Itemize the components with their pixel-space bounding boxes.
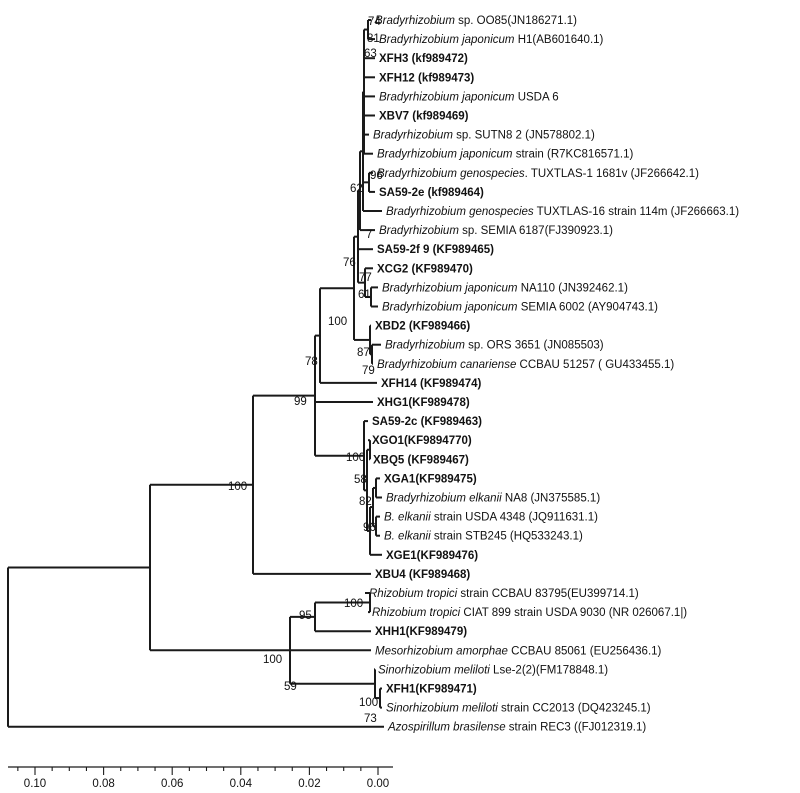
scale-tick-label: 0.00 (367, 778, 389, 790)
leaf-label: XBU4 (KF989468) (375, 569, 470, 581)
leaf-label: Mesorhizobium amorphae CCBAU 85061 (EU25… (375, 645, 662, 657)
scale-tick-label: 0.02 (298, 778, 320, 790)
leaf-label: XCG2 (KF989470) (377, 263, 473, 275)
leaf-label: XHH1(KF989479) (375, 626, 467, 638)
leaf-label: Rhizobium tropici CIAT 899 strain USDA 9… (372, 607, 687, 619)
bootstrap-value: 100 (359, 697, 378, 709)
bootstrap-value: 61 (358, 289, 371, 301)
leaf-label: XGE1(KF989476) (386, 550, 478, 562)
leaf-label: XBD2 (KF989466) (375, 321, 470, 333)
bootstrap-value: 100 (328, 316, 347, 328)
scale-tick-label: 0.06 (161, 778, 183, 790)
leaf-label: Bradyrhizobium japonicum NA110 (JN392462… (382, 282, 628, 294)
bootstrap-value: 63 (364, 48, 377, 60)
leaf-label: XBQ5 (KF989467) (373, 454, 469, 466)
bootstrap-value: 58 (354, 474, 367, 486)
leaf-label: Sinorhizobium meliloti strain CC2013 (DQ… (386, 703, 651, 715)
tree-branches (7, 19, 384, 728)
leaf-label: Bradyrhizobium genospecies TUXTLAS-16 st… (386, 206, 739, 218)
leaf-label: SA59-2e (kf989464) (379, 187, 484, 199)
bootstrap-value: 82 (359, 496, 372, 508)
distance-scale-axis: 0.10 0.08 0.06 0.04 0.02 0.00 (8, 766, 393, 790)
leaf-label: Bradyrhizobium genospecies. TUXTLAS-1 16… (377, 168, 699, 180)
bootstrap-value: 77 (359, 272, 372, 284)
leaf-label: Azospirillum brasilense strain REC3 ((FJ… (387, 722, 646, 734)
bootstrap-value: 100 (228, 481, 247, 493)
leaf-label: XHG1(KF989478) (377, 397, 470, 409)
leaf-label: XFH14 (KF989474) (381, 378, 482, 390)
leaf-label: SA59-2f 9 (KF989465) (377, 244, 494, 256)
bootstrap-value: 99 (294, 396, 307, 408)
leaf-label: Bradyrhizobium japonicum H1(AB601640.1) (379, 34, 604, 46)
leaf-label: Bradyrhizobium sp. SUTN8 2 (JN578802.1) (373, 130, 595, 142)
scale-tick-label: 0.08 (92, 778, 114, 790)
bootstrap-value: 74 (368, 16, 381, 28)
leaf-label: B. elkanii strain STB245 (HQ533243.1) (384, 531, 583, 543)
leaf-label: SA59-2c (KF989463) (372, 416, 482, 428)
leaf-label: XFH1(KF989471) (386, 684, 477, 696)
leaf-labels: Bradyrhizobium sp. OO85(JN186271.1) Brady… (369, 15, 739, 734)
leaf-label: XFH3 (kf989472) (379, 53, 468, 65)
bootstrap-value: 100 (344, 598, 363, 610)
leaf-label: XFH12 (kf989473) (379, 72, 474, 84)
bootstrap-value: 87 (357, 347, 370, 359)
leaf-label: Bradyrhizobium japonicum strain (R7KC816… (377, 149, 633, 161)
bootstrap-value: 78 (305, 356, 318, 368)
bootstrap-value: 95 (299, 610, 312, 622)
bootstrap-value: 100 (346, 452, 365, 464)
scale-tick-label: 0.04 (230, 778, 253, 790)
bootstrap-value: 79 (362, 365, 375, 377)
bootstrap-value: 73 (364, 713, 377, 725)
leaf-label: XGA1(KF989475) (384, 473, 477, 485)
bootstrap-value: 62 (350, 183, 363, 195)
leaf-label: Bradyrhizobium canariense CCBAU 51257 ( … (377, 359, 674, 371)
leaf-label: Rhizobium tropici strain CCBAU 83795(EU3… (369, 588, 639, 600)
bootstrap-value: 100 (263, 654, 282, 666)
bootstrap-value: 7 (366, 229, 372, 241)
bootstrap-value: 59 (284, 681, 297, 693)
leaf-label: Bradyrhizobium sp. SEMIA 6187(FJ390923.1… (379, 225, 613, 237)
bootstrap-value: 96 (363, 522, 376, 534)
bootstrap-value: 96 (370, 170, 383, 182)
leaf-label: Bradyrhizobium sp. ORS 3651 (JN085503) (385, 340, 604, 352)
leaf-label: Bradyrhizobium sp. OO85(JN186271.1) (375, 15, 577, 27)
leaf-label: Bradyrhizobium japonicum USDA 6 (379, 91, 559, 103)
leaf-label: Bradyrhizobium japonicum SEMIA 6002 (AY9… (382, 302, 658, 314)
leaf-label: B. elkanii strain USDA 4348 (JQ911631.1) (384, 512, 598, 524)
leaf-label: Bradyrhizobium elkanii NA8 (JN375585.1) (386, 493, 600, 505)
leaf-label: XBV7 (kf989469) (379, 111, 469, 123)
bootstrap-value: 81 (367, 33, 380, 45)
leaf-label: Sinorhizobium meliloti Lse-2(2)(FM178848… (378, 664, 608, 676)
bootstrap-value: 76 (343, 257, 356, 269)
scale-tick-label: 0.10 (24, 778, 46, 790)
leaf-label: XGO1(KF9894770) (372, 435, 472, 447)
